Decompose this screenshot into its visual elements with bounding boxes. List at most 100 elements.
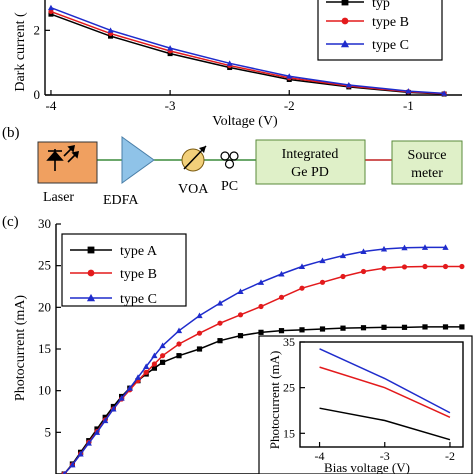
voa-label: VOA <box>178 182 209 197</box>
photocurrent-data-point <box>401 244 408 251</box>
photocurrent-legend-label: type C <box>120 292 157 307</box>
photocurrent-data-point <box>442 263 449 270</box>
dark-current-legend-marker <box>341 17 349 25</box>
dark-current-data-point <box>107 27 114 33</box>
photocurrent-ytick-label: 25 <box>38 258 51 273</box>
photocurrent-legend: type A type B type C <box>61 233 187 307</box>
photocurrent-data-point <box>126 385 133 391</box>
dark-current-xtick-label: -1 <box>403 98 414 113</box>
photocurrent-data-point <box>298 263 306 269</box>
inset-series-line <box>319 407 451 441</box>
inset-chart: -4 -3 -2 15 25 35 Photocurrent (mA) Bias volt… <box>258 335 473 474</box>
pd-block: Integrated Ge PD <box>255 139 366 185</box>
photocurrent-ylabel: Photocurrent (mA) <box>13 295 28 401</box>
photocurrent-data-point <box>237 333 244 339</box>
photocurrent-data-point <box>360 248 367 254</box>
photocurrent-data-point <box>380 245 388 252</box>
inset-ytick-label: 35 <box>283 335 295 349</box>
dark-current-data-point <box>167 45 174 51</box>
meter-block: Source meter <box>391 140 463 185</box>
photocurrent-data-point <box>401 324 408 330</box>
photocurrent-data-point <box>217 320 223 326</box>
dark-current-data-point <box>48 9 54 15</box>
photocurrent-data-point <box>360 325 367 331</box>
dark-current-xtick-label: -3 <box>165 98 176 113</box>
photocurrent-data-point <box>319 326 326 332</box>
photocurrent-data-point <box>143 369 149 375</box>
photocurrent-data-point <box>237 312 244 318</box>
dark-current-legend-marker <box>340 39 350 48</box>
photocurrent-data-point <box>102 417 109 424</box>
photocurrent-legend-label: type B <box>120 267 157 282</box>
dark-current-data-point <box>345 81 352 88</box>
pd-box <box>255 139 366 185</box>
photocurrent-data-point <box>381 265 387 271</box>
photocurrent-data-point <box>151 365 157 371</box>
photocurrent-data-point <box>299 327 305 333</box>
photocurrent-data-point <box>93 429 101 435</box>
dark-current-data-point <box>405 88 412 94</box>
dark-current-data-point <box>441 90 448 96</box>
dark-current-xtick-label: -4 <box>46 98 57 113</box>
photocurrent-data-point <box>340 325 346 331</box>
inset-xtick-label: -2 <box>445 449 455 463</box>
polarization-controller-icon <box>220 151 239 169</box>
dark-current-xtick-label: -2 <box>284 98 295 113</box>
photocurrent-axes: 5 10 15 20 25 30 <box>38 216 466 474</box>
pd-label-line1: Integrated <box>282 147 339 162</box>
dark-current-xlabel: Voltage (V) <box>212 114 278 129</box>
photocurrent-data-point <box>134 374 142 380</box>
inset-plot-frame <box>299 341 464 448</box>
inset-ytick-label: 15 <box>283 426 295 440</box>
photocurrent-data-point <box>62 470 66 474</box>
photocurrent-ytick-label: 30 <box>38 216 51 231</box>
dark-current-data-point <box>47 4 54 11</box>
dark-current-legend-label: typ <box>372 0 390 11</box>
photocurrent-data-point <box>217 338 223 344</box>
inset-axes: -4 -3 -2 15 25 35 <box>283 335 464 463</box>
edfa-block: EDFA <box>103 136 155 208</box>
voa-block: VOA <box>178 145 209 197</box>
photocurrent-legend-marker <box>86 293 96 302</box>
amplifier-triangle-icon <box>121 136 155 184</box>
photocurrent-data-point <box>459 324 465 330</box>
dark-current-axes: -4 -3 -2 -1 0 2 <box>34 0 462 113</box>
photocurrent-data-point <box>258 329 264 335</box>
panel-label-b: (b) <box>2 125 20 141</box>
inset-series-line <box>319 366 451 419</box>
dark-current-series <box>47 4 448 97</box>
photocurrent-data-point <box>319 279 326 285</box>
photocurrent-legend-label: type A <box>120 244 158 259</box>
photocurrent-data-point <box>160 359 166 365</box>
pd-label-line2: Ge PD <box>291 165 329 180</box>
photocurrent-data-point <box>85 440 92 446</box>
dark-current-data-point <box>48 11 54 17</box>
photocurrent-legend-marker <box>87 269 95 277</box>
photocurrent-data-point <box>299 285 305 291</box>
photocurrent-data-point <box>118 395 125 401</box>
inset-ylabel: Photocurrent (mA) <box>267 351 282 450</box>
photocurrent-series <box>61 244 465 474</box>
photocurrent-data-point <box>151 352 158 359</box>
photocurrent-data-point <box>360 268 367 275</box>
photocurrent-ytick-label: 20 <box>38 299 51 314</box>
inset-xlabel: Bias voltage (V) <box>324 460 410 474</box>
dark-current-legend: typ type B type C <box>317 0 443 61</box>
photocurrent-data-point <box>442 324 449 330</box>
photocurrent-data-point <box>196 330 203 336</box>
photocurrent-data-point <box>422 263 428 270</box>
meter-label-line2: meter <box>411 166 443 181</box>
laser-label: Laser <box>43 190 74 205</box>
photocurrent-data-point <box>175 327 183 334</box>
inset-frame <box>258 335 473 474</box>
inset-xtick-label: -3 <box>380 449 390 463</box>
photocurrent-data-point <box>176 341 182 347</box>
edfa-label: EDFA <box>103 193 139 208</box>
meter-label-line1: Source <box>408 148 447 163</box>
photocurrent-data-point <box>459 263 465 270</box>
photocurrent-data-point <box>278 270 285 277</box>
photocurrent-data-point <box>401 264 408 270</box>
pc-block: PC <box>220 151 239 194</box>
photocurrent-data-point <box>421 244 429 250</box>
photocurrent-chart: (c) 5 10 15 20 25 30 Photocurrent (mA) type A… <box>2 214 473 474</box>
